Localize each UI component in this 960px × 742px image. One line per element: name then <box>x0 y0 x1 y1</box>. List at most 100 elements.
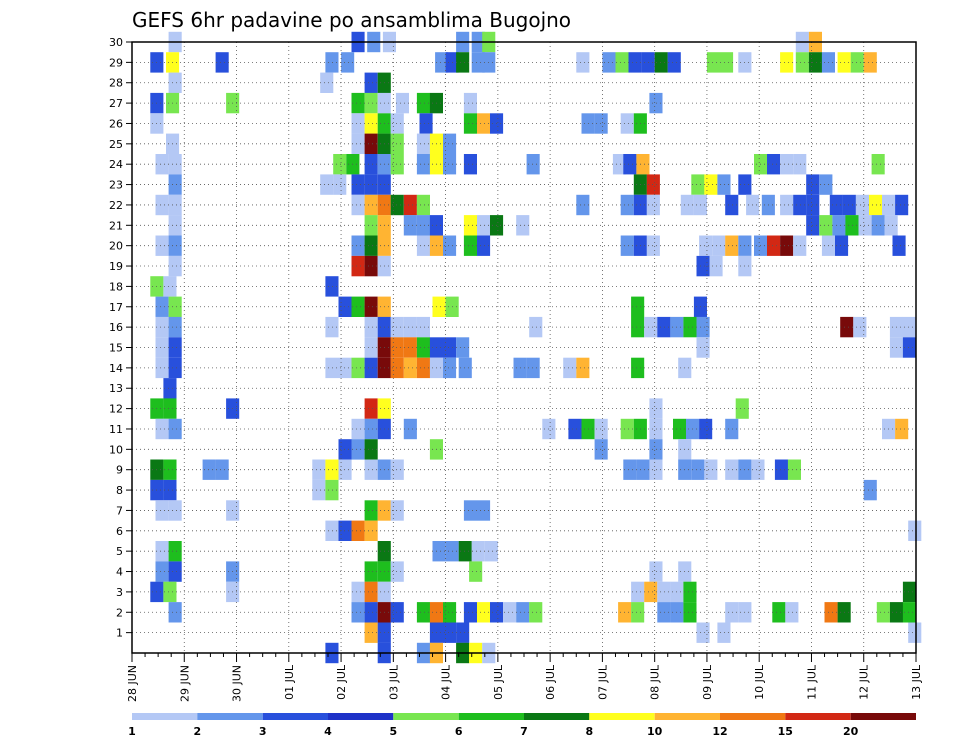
heatmap-cell <box>772 602 786 623</box>
legend-swatch <box>524 713 590 720</box>
heatmap-cell <box>390 459 404 480</box>
heatmap-cell <box>620 113 634 134</box>
heatmap-cell <box>516 215 530 236</box>
heatmap-cell <box>477 113 491 134</box>
heatmap-cell <box>403 194 417 216</box>
heatmap-cell <box>364 316 378 338</box>
heatmap-cell <box>364 602 378 623</box>
heatmap-cell <box>631 357 645 379</box>
heatmap-cell <box>725 418 739 440</box>
heatmap-cell <box>364 235 378 256</box>
heatmap-cell <box>351 296 365 317</box>
heatmap-cell <box>529 602 543 623</box>
heatmap-cell <box>364 194 378 216</box>
heatmap-cell <box>168 561 182 582</box>
heatmap-cell <box>725 194 739 216</box>
heatmap-cell <box>576 52 590 73</box>
heatmap-cell <box>657 602 671 623</box>
heatmap-cell <box>644 581 658 603</box>
y-tick-label: 10 <box>109 443 123 456</box>
heatmap-cell <box>168 255 182 277</box>
legend-label: 1 <box>128 725 136 738</box>
heatmap-cell <box>680 194 694 216</box>
heatmap-cell <box>484 541 498 562</box>
heatmap-cell <box>341 52 355 73</box>
y-tick-label: 15 <box>109 342 123 355</box>
heatmap-cell <box>471 52 485 73</box>
x-tick-label: 03 JUL <box>387 664 400 700</box>
y-tick-label: 21 <box>109 219 123 232</box>
heatmap-cell <box>463 92 477 114</box>
heatmap-cell <box>463 215 477 236</box>
x-tick-label: 13 JUL <box>910 664 923 700</box>
heatmap-cell <box>432 296 446 317</box>
y-tick-label: 1 <box>116 627 123 640</box>
y-tick-label: 29 <box>109 56 123 69</box>
x-tick-label: 04 JUL <box>440 664 453 700</box>
heatmap-cell <box>892 235 906 256</box>
heatmap-cell <box>351 520 365 541</box>
y-tick-label: 4 <box>116 566 123 579</box>
y-tick-label: 26 <box>109 117 123 130</box>
heatmap-cell <box>594 439 608 460</box>
heatmap-cell <box>463 500 477 521</box>
x-tick-label: 30 JUN <box>231 665 244 702</box>
heatmap-cell <box>416 337 430 358</box>
heatmap-cell <box>720 52 734 73</box>
heatmap-cell <box>620 194 634 216</box>
heatmap-cell <box>419 113 433 134</box>
heatmap-cell <box>364 72 378 93</box>
y-tick-label: 30 <box>109 36 123 49</box>
heatmap-cell <box>835 235 849 256</box>
heatmap-cell <box>163 276 177 297</box>
legend-swatch <box>785 713 851 720</box>
y-tick-label: 13 <box>109 382 123 395</box>
heatmap-cell <box>908 520 922 541</box>
heatmap-cell <box>649 439 663 460</box>
heatmap-cell <box>620 235 634 256</box>
heatmap-cell <box>477 235 491 256</box>
heatmap-cell <box>364 92 378 114</box>
heatmap-cell <box>320 72 334 93</box>
heatmap-cell <box>168 337 182 358</box>
heatmap-cell <box>646 194 660 216</box>
heatmap-cell <box>351 439 365 460</box>
heatmap-cell <box>683 316 697 338</box>
heatmap-cell <box>594 113 608 134</box>
heatmap-cell <box>155 561 169 582</box>
heatmap-cell <box>325 520 339 541</box>
heatmap-cell <box>364 459 378 480</box>
heatmap-cell <box>699 418 713 440</box>
legend-swatch <box>132 713 198 720</box>
heatmap-cell <box>620 418 634 440</box>
heatmap-cell <box>364 581 378 603</box>
heatmap-cell <box>628 52 642 73</box>
y-tick-label: 8 <box>116 484 123 497</box>
heatmap-cell <box>631 581 645 603</box>
heatmap-cell <box>390 602 404 623</box>
heatmap-cell <box>432 541 446 562</box>
x-tick-label: 05 JUL <box>492 664 505 700</box>
heatmap-cell <box>902 602 916 623</box>
heatmap-cell <box>780 52 794 73</box>
heatmap-cell <box>351 194 365 216</box>
heatmap-cell <box>443 337 457 358</box>
heatmap-cell <box>683 602 697 623</box>
heatmap-cell <box>871 215 885 236</box>
heatmap-cell <box>516 602 530 623</box>
heatmap-cell <box>443 235 457 256</box>
heatmap-cell <box>168 418 182 440</box>
heatmap-cell <box>351 133 365 154</box>
heatmap-cell <box>168 215 182 236</box>
legend-label: 8 <box>585 725 593 738</box>
x-tick-label: 28 JUN <box>126 665 139 702</box>
heatmap-cell <box>471 541 485 562</box>
heatmap-cell <box>576 357 590 379</box>
heatmap-cell <box>725 459 739 480</box>
heatmap-cell <box>824 602 838 623</box>
heatmap-cell <box>649 92 663 114</box>
x-tick-label: 08 JUL <box>649 664 662 700</box>
legend-swatch <box>720 713 786 720</box>
heatmap-cell <box>351 255 365 277</box>
y-tick-label: 20 <box>109 240 123 253</box>
